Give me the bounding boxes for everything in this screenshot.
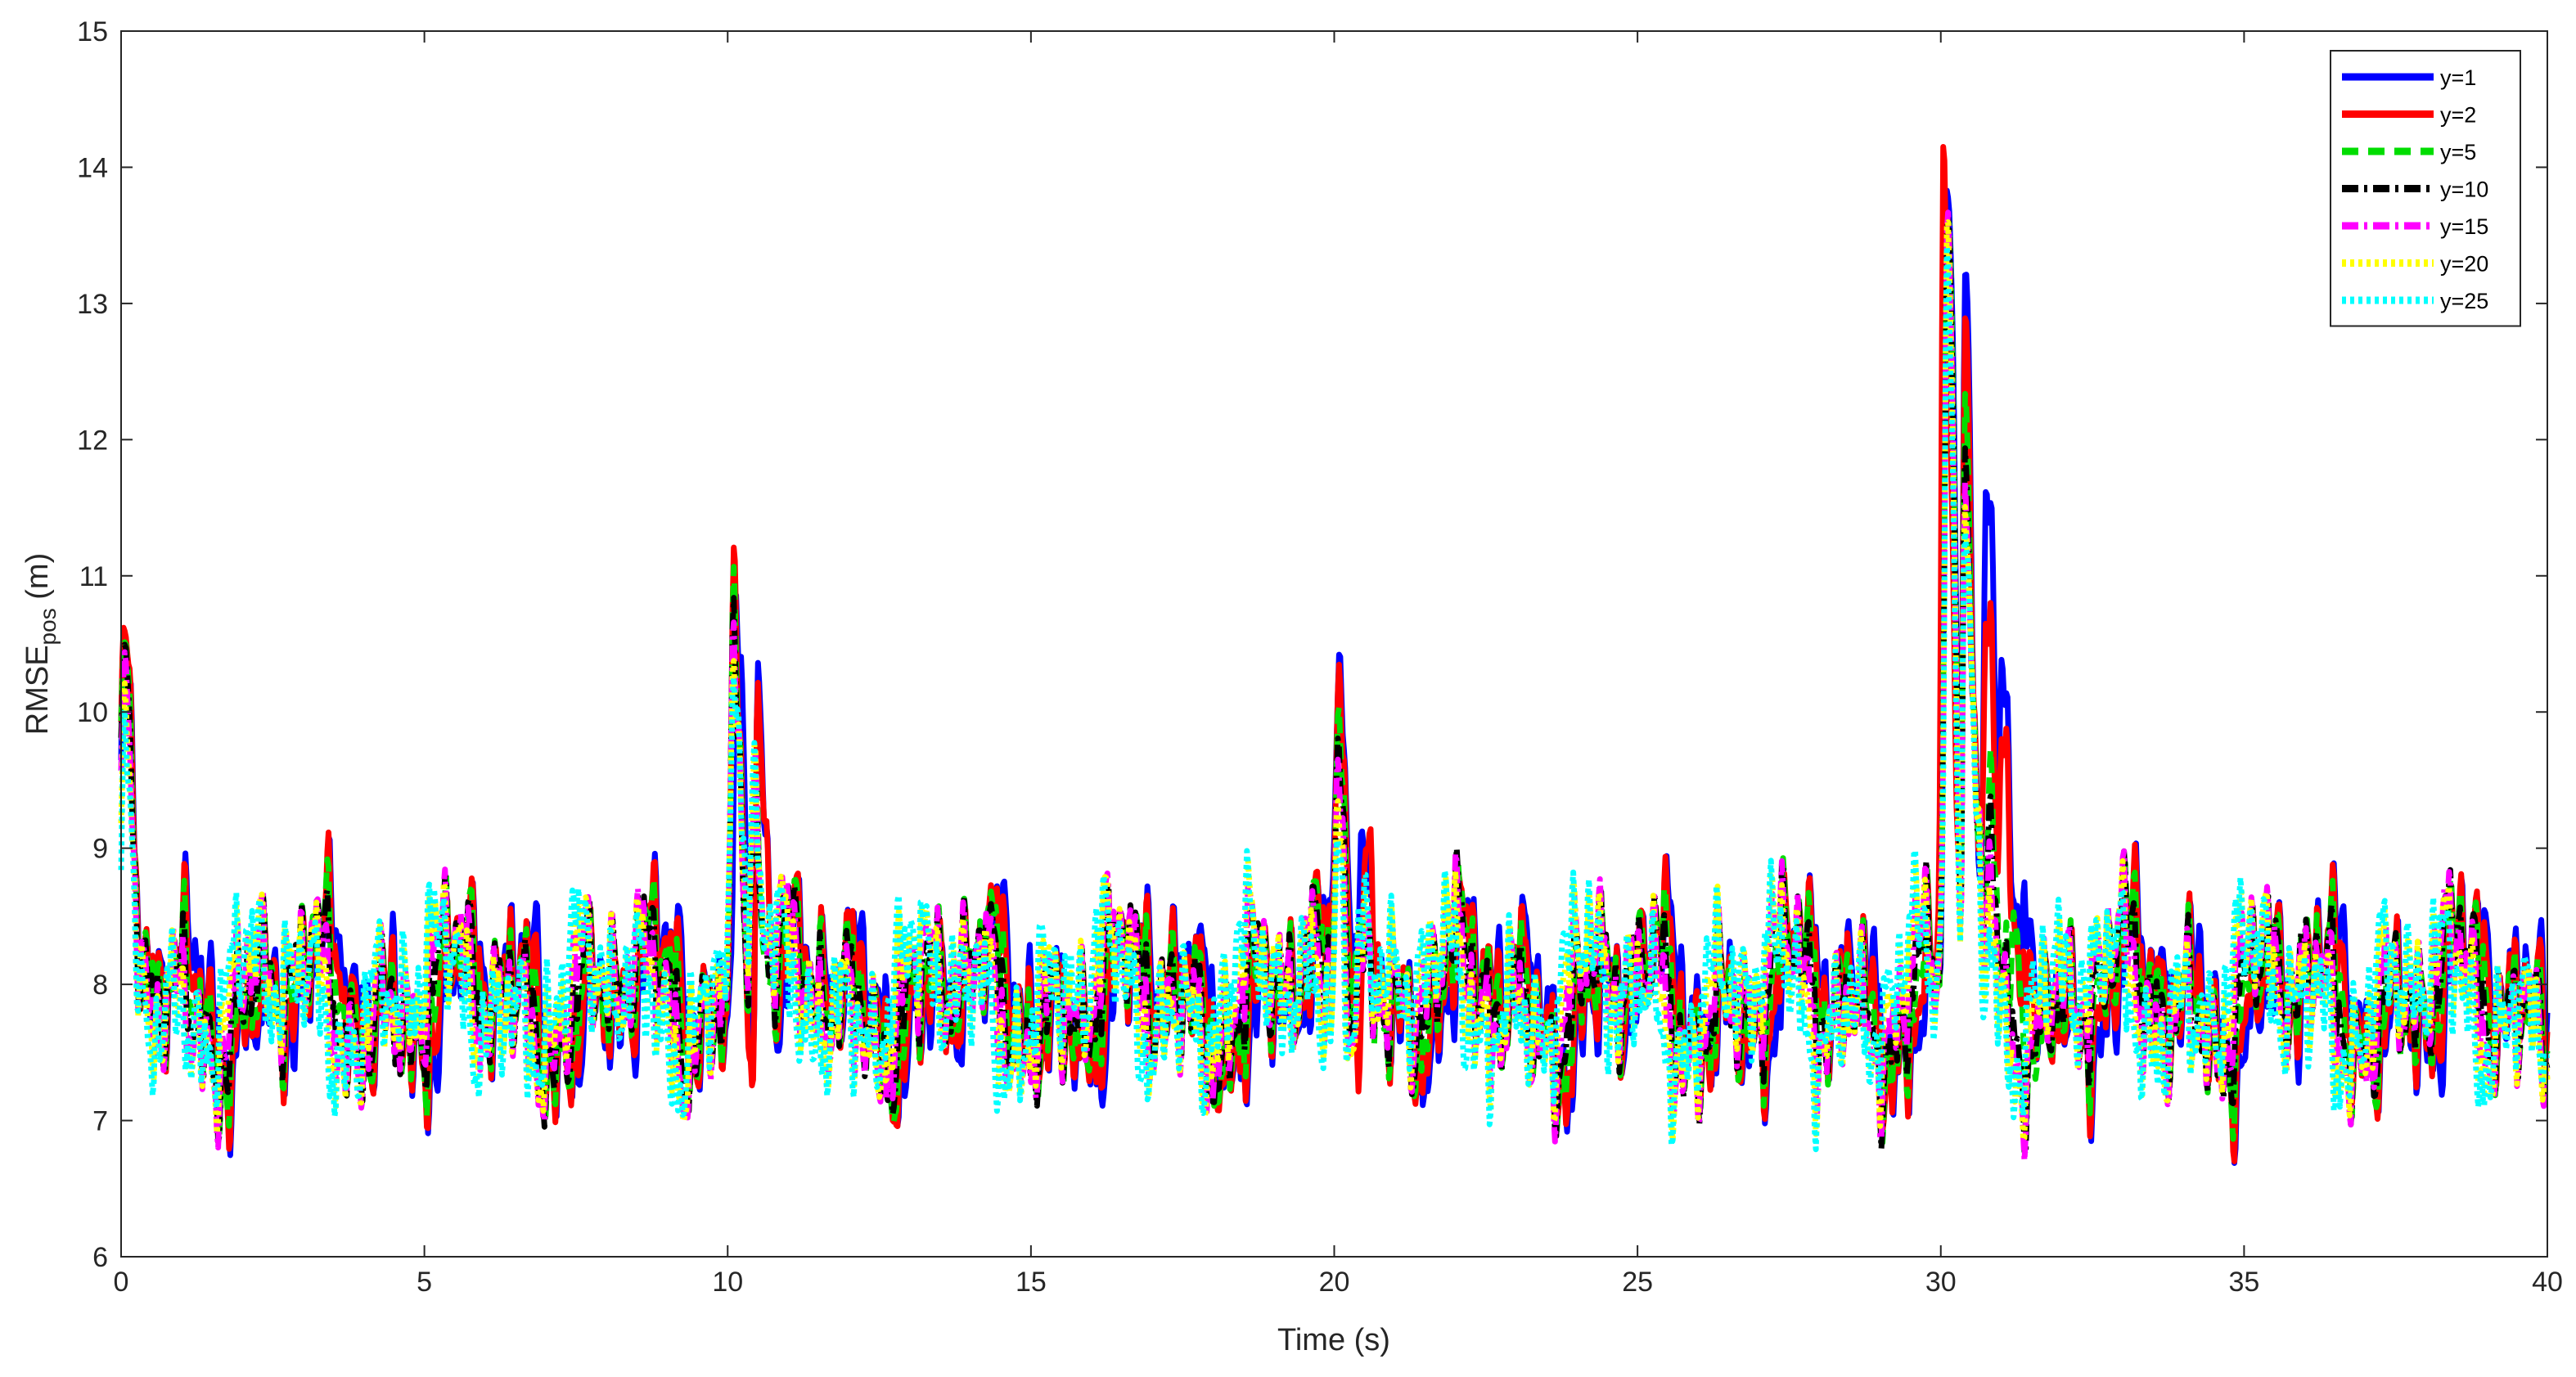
legend-label: y=1	[2440, 65, 2476, 90]
legend: y=1 y=2 y=5 y=10 y=15 y=20 y=25	[2330, 50, 2521, 327]
y-axis: 6 7 8 9 10 11 12 13 14 15	[77, 16, 2547, 1273]
x-axis-label: Time (s)	[1277, 1323, 1390, 1357]
x-tick-label: 0	[114, 1267, 129, 1298]
y-axis-label-unit: (m)	[20, 553, 55, 609]
x-tick-label: 35	[2228, 1267, 2259, 1298]
x-tick-label: 25	[1622, 1267, 1653, 1298]
y-tick-label: 10	[77, 697, 108, 728]
y-tick-label: 7	[92, 1106, 108, 1137]
y-tick-label: 8	[92, 970, 108, 1001]
legend-label: y=10	[2440, 178, 2488, 202]
legend-label: y=25	[2440, 289, 2488, 313]
y-axis-label: RMSEpos (m)	[20, 553, 61, 735]
x-tick-label: 10	[712, 1267, 743, 1298]
legend-label: y=20	[2440, 252, 2488, 277]
x-axis: 0 5 10 15 20 25 30 35 40	[114, 31, 2563, 1298]
y-tick-label: 14	[77, 152, 108, 183]
legend-label: y=2	[2440, 103, 2476, 128]
x-tick-label: 20	[1319, 1267, 1350, 1298]
series-layer	[118, 144, 2551, 1166]
y-tick-label: 12	[77, 425, 108, 456]
y-axis-label-subscript: pos	[35, 608, 61, 645]
x-tick-label: 40	[2532, 1267, 2563, 1298]
y-tick-label: 6	[92, 1242, 108, 1273]
legend-label: y=5	[2440, 140, 2476, 164]
x-tick-label: 15	[1016, 1267, 1047, 1298]
y-tick-label: 11	[79, 561, 108, 592]
x-tick-label: 5	[417, 1267, 432, 1298]
y-tick-label: 13	[77, 289, 108, 320]
plot-area	[121, 31, 2547, 1257]
y-tick-label: 15	[77, 16, 108, 47]
x-tick-label: 30	[1925, 1267, 1957, 1298]
y-axis-label-main: RMSE	[20, 645, 55, 735]
y-tick-label: 9	[92, 834, 108, 865]
legend-box	[2330, 50, 2521, 327]
legend-label: y=15	[2440, 214, 2488, 239]
series-line-y=25	[118, 243, 2551, 1153]
